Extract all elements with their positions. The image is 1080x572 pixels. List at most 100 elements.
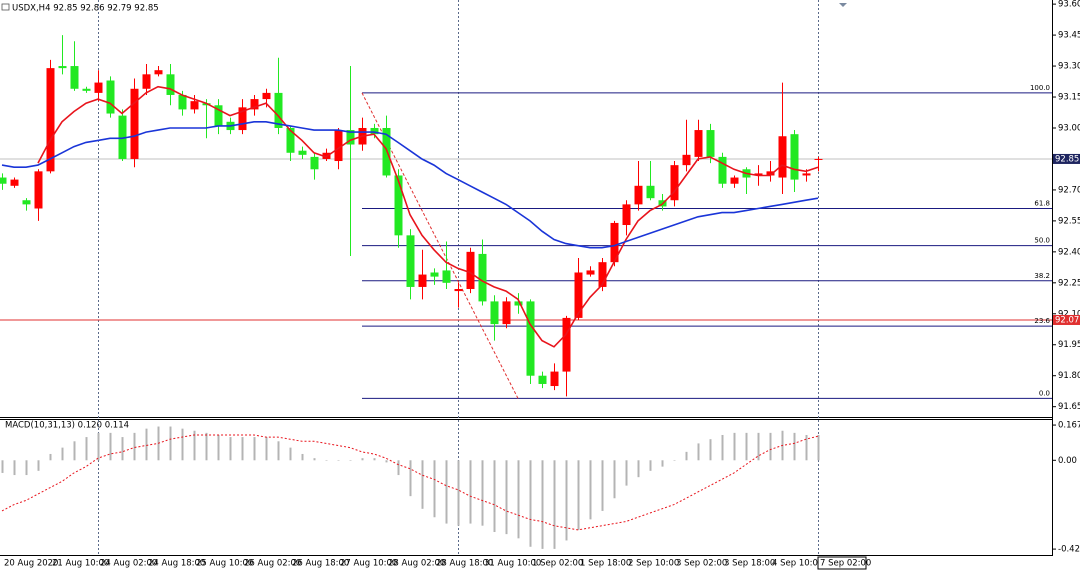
macd-bar (277, 441, 280, 461)
macd-bar (613, 460, 616, 499)
macd-bar (85, 437, 88, 461)
candle-body (58, 66, 67, 69)
macd-bar (589, 460, 592, 520)
x-tick-label: 1 Sep 18:00 (580, 559, 631, 569)
macd-bar (373, 458, 376, 461)
macd-bar (25, 460, 28, 476)
hline-price-box (1053, 314, 1080, 325)
x-tick-label: 4 Sep 10:00 (772, 559, 823, 569)
candle-body (670, 165, 679, 201)
candle-body (778, 136, 787, 178)
candle-body (550, 371, 559, 387)
y-tick-label: -0.421 (1058, 545, 1080, 555)
x-tick-label: 25 Aug 10:00 (196, 559, 253, 569)
macd-bar (709, 439, 712, 461)
macd-bar (61, 447, 64, 461)
y-tick-label: 93.45 (1058, 31, 1080, 41)
candle-body (442, 270, 451, 283)
x-tick-label: 2 Sep 10:00 (628, 559, 679, 569)
macd-bar (757, 432, 760, 461)
candle-body (682, 154, 691, 166)
macd-bar (205, 432, 208, 461)
moving-average (1, 121, 819, 249)
fib-label: 50.0 (1034, 237, 1050, 245)
candle-body (70, 66, 79, 89)
macd-bar (1, 460, 4, 473)
macd-bar (109, 432, 112, 461)
y-tick-label: 0.00 (1058, 456, 1077, 466)
macd-bar (433, 460, 436, 518)
macd-bar (265, 437, 268, 461)
macd-bar (313, 458, 316, 461)
macd-bar (253, 437, 256, 461)
x-tick-label: 26 Aug 18:00 (292, 559, 349, 569)
candle-body (94, 82, 103, 93)
candle-body (610, 222, 619, 263)
macd-bar (217, 434, 220, 461)
macd-bar (469, 460, 472, 524)
candle-body (430, 272, 439, 277)
macd-bar (385, 460, 388, 463)
chart-shift-marker (839, 3, 847, 7)
candle-body (766, 171, 775, 176)
x-tick-label: 7 Sep 02:00 (820, 559, 871, 569)
candle-body (298, 150, 307, 155)
y-tick-label: 92.70 (1058, 185, 1080, 195)
macd-bar (37, 460, 40, 471)
candle-body (478, 253, 487, 302)
x-tick-label: 21 Aug 10:00 (52, 559, 109, 569)
macd-bar (649, 460, 652, 471)
macd-bar (97, 432, 100, 461)
candle-body (394, 175, 403, 236)
candle-body (562, 317, 571, 372)
macd-bar (361, 458, 364, 461)
candle-body (622, 204, 631, 226)
macd-bar (577, 460, 580, 530)
y-tick-label: 92.25 (1058, 278, 1080, 288)
moving-average (37, 85, 819, 348)
candle-body (706, 130, 715, 157)
x-tick-label: 24 Aug 18:00 (148, 559, 205, 569)
candle-body (754, 173, 763, 176)
candle-body (46, 68, 55, 172)
chart-header: USDX,H4 92.85 92.86 92.79 92.85 (12, 4, 159, 14)
x-tick-label: 20 Aug 2020 (4, 559, 58, 569)
macd-bar (241, 437, 244, 461)
y-tick-label: 0.167 (1058, 421, 1080, 431)
macd-bar (181, 428, 184, 461)
candle-body (22, 200, 31, 205)
candle-body (694, 130, 703, 157)
macd-bar (697, 443, 700, 461)
candle-body (178, 94, 187, 110)
y-tick-label: 91.80 (1058, 371, 1080, 381)
y-tick-label: 92.10 (1058, 309, 1080, 319)
macd-bar (409, 460, 412, 497)
macd-bar (397, 460, 400, 476)
x-tick-label: 24 Aug 02:00 (100, 559, 157, 569)
candle-body (526, 301, 535, 376)
candle-body (634, 185, 643, 205)
macd-bar (769, 432, 772, 461)
candle-body (34, 171, 43, 209)
candle-body (0, 177, 7, 184)
candle-body (466, 251, 475, 290)
macd-bar (721, 434, 724, 461)
x-tick-label: 28 Aug 02:00 (388, 559, 445, 569)
macd-bar (13, 460, 16, 476)
candle-body (502, 301, 511, 325)
macd-bar (457, 460, 460, 526)
macd-bar (805, 434, 808, 461)
y-tick-label: 92.55 (1058, 216, 1080, 226)
macd-bar (481, 460, 484, 526)
macd-bar (661, 460, 664, 467)
macd-bar (445, 460, 448, 524)
macd-bar (685, 451, 688, 461)
macd-header: MACD(10,31,13) 0.120 0.114 (5, 421, 129, 431)
candle-body (490, 301, 499, 325)
candle-body (514, 301, 523, 306)
candle-body (106, 80, 115, 114)
y-tick-label: 92.40 (1058, 247, 1080, 257)
candle-body (286, 127, 295, 153)
candle-body (82, 88, 91, 91)
